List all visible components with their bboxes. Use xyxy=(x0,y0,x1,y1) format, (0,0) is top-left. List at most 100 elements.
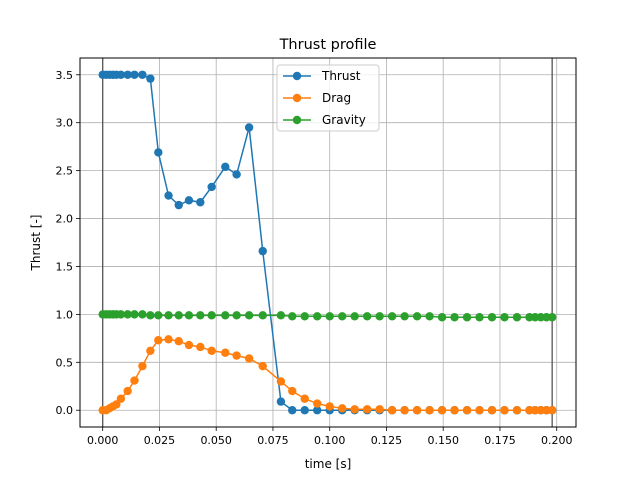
legend-box xyxy=(276,64,380,132)
data-point xyxy=(362,312,372,321)
data-point xyxy=(313,399,322,408)
data-point xyxy=(462,406,472,415)
data-point xyxy=(123,70,132,79)
data-point xyxy=(288,312,297,321)
data-point xyxy=(174,311,183,320)
data-point xyxy=(116,394,126,403)
data-point xyxy=(184,340,194,350)
legend-label: Thrust xyxy=(321,69,361,83)
x-tick-label: 0.175 xyxy=(484,434,516,447)
data-point xyxy=(258,246,267,256)
data-point xyxy=(221,348,230,357)
x-tick-label: 0.075 xyxy=(257,434,289,447)
data-point xyxy=(164,335,173,344)
data-point xyxy=(500,313,509,322)
legend-label: Drag xyxy=(322,91,351,105)
vertical-markers xyxy=(102,58,553,427)
data-point xyxy=(300,394,309,403)
data-point xyxy=(450,406,459,415)
data-point xyxy=(475,406,484,415)
data-point xyxy=(462,313,472,322)
legend: Thrust Drag Gravity xyxy=(276,64,380,132)
data-point xyxy=(258,361,267,371)
data-point xyxy=(123,386,132,396)
legend-entry: Thrust xyxy=(283,69,361,83)
data-point xyxy=(244,123,254,132)
data-point xyxy=(196,342,205,352)
data-point xyxy=(425,312,434,321)
data-point xyxy=(112,400,121,409)
data-point xyxy=(130,70,139,79)
data-point xyxy=(547,313,557,322)
legend-marker xyxy=(292,115,302,125)
data-point xyxy=(487,313,497,322)
axes-frame xyxy=(79,57,577,428)
data-point xyxy=(350,405,359,414)
data-point xyxy=(425,406,434,415)
data-point xyxy=(350,312,359,321)
data-point xyxy=(276,397,286,406)
data-point xyxy=(512,313,522,322)
data-point xyxy=(337,312,347,321)
data-point xyxy=(207,346,216,356)
series-drag xyxy=(98,335,557,415)
data-point xyxy=(313,406,322,415)
data-point xyxy=(130,310,139,319)
x-axis-label: time [s] xyxy=(305,457,352,471)
data-point xyxy=(300,312,309,321)
series-layer xyxy=(98,70,557,415)
y-tick-label: 2.5 xyxy=(56,165,74,178)
data-point xyxy=(387,406,397,415)
data-point xyxy=(154,311,163,320)
legend-label: Gravity xyxy=(322,113,366,127)
x-tick-label: 0.125 xyxy=(371,434,403,447)
data-point xyxy=(221,311,230,320)
data-point xyxy=(184,311,194,320)
data-point xyxy=(325,312,334,321)
data-point xyxy=(325,402,334,411)
legend-marker xyxy=(292,71,302,81)
data-point xyxy=(412,406,422,415)
x-tick-label: 0.150 xyxy=(427,434,459,447)
data-point xyxy=(276,377,286,386)
data-point xyxy=(547,406,557,415)
x-tick-label: 0.025 xyxy=(144,434,176,447)
data-point xyxy=(244,354,254,363)
data-point xyxy=(196,311,205,320)
y-tick-label: 1.0 xyxy=(56,308,74,321)
series-gravity xyxy=(98,310,557,322)
chart-title: Thrust profile xyxy=(279,37,377,53)
data-point xyxy=(450,313,459,322)
data-point xyxy=(337,404,347,413)
data-point xyxy=(221,162,230,171)
data-point xyxy=(313,312,322,321)
data-point xyxy=(116,310,126,319)
data-point xyxy=(232,170,241,179)
data-point xyxy=(244,311,254,320)
data-point xyxy=(412,312,422,321)
data-point xyxy=(362,405,372,414)
data-point xyxy=(437,313,447,322)
data-point xyxy=(154,148,163,157)
data-point xyxy=(196,198,205,207)
y-tick-label: 0.5 xyxy=(56,356,74,369)
data-point xyxy=(184,196,194,205)
data-point xyxy=(138,361,147,371)
data-point xyxy=(437,406,447,415)
x-tick-label: 0.200 xyxy=(541,434,573,447)
y-axis: 0.0 0.5 1.0 1.5 2.0 2.5 3.0 3.5 xyxy=(56,69,80,417)
data-point xyxy=(138,310,147,319)
data-point xyxy=(146,74,155,83)
data-point xyxy=(400,312,409,321)
data-point xyxy=(375,405,384,414)
data-point xyxy=(146,346,155,356)
data-point xyxy=(232,311,241,320)
data-point xyxy=(288,406,297,415)
data-point xyxy=(387,312,397,321)
x-tick-label: 0.100 xyxy=(314,434,346,447)
data-point xyxy=(138,70,147,79)
x-tick-label: 0.050 xyxy=(200,434,232,447)
y-tick-label: 3.0 xyxy=(56,117,74,130)
data-point xyxy=(375,312,384,321)
